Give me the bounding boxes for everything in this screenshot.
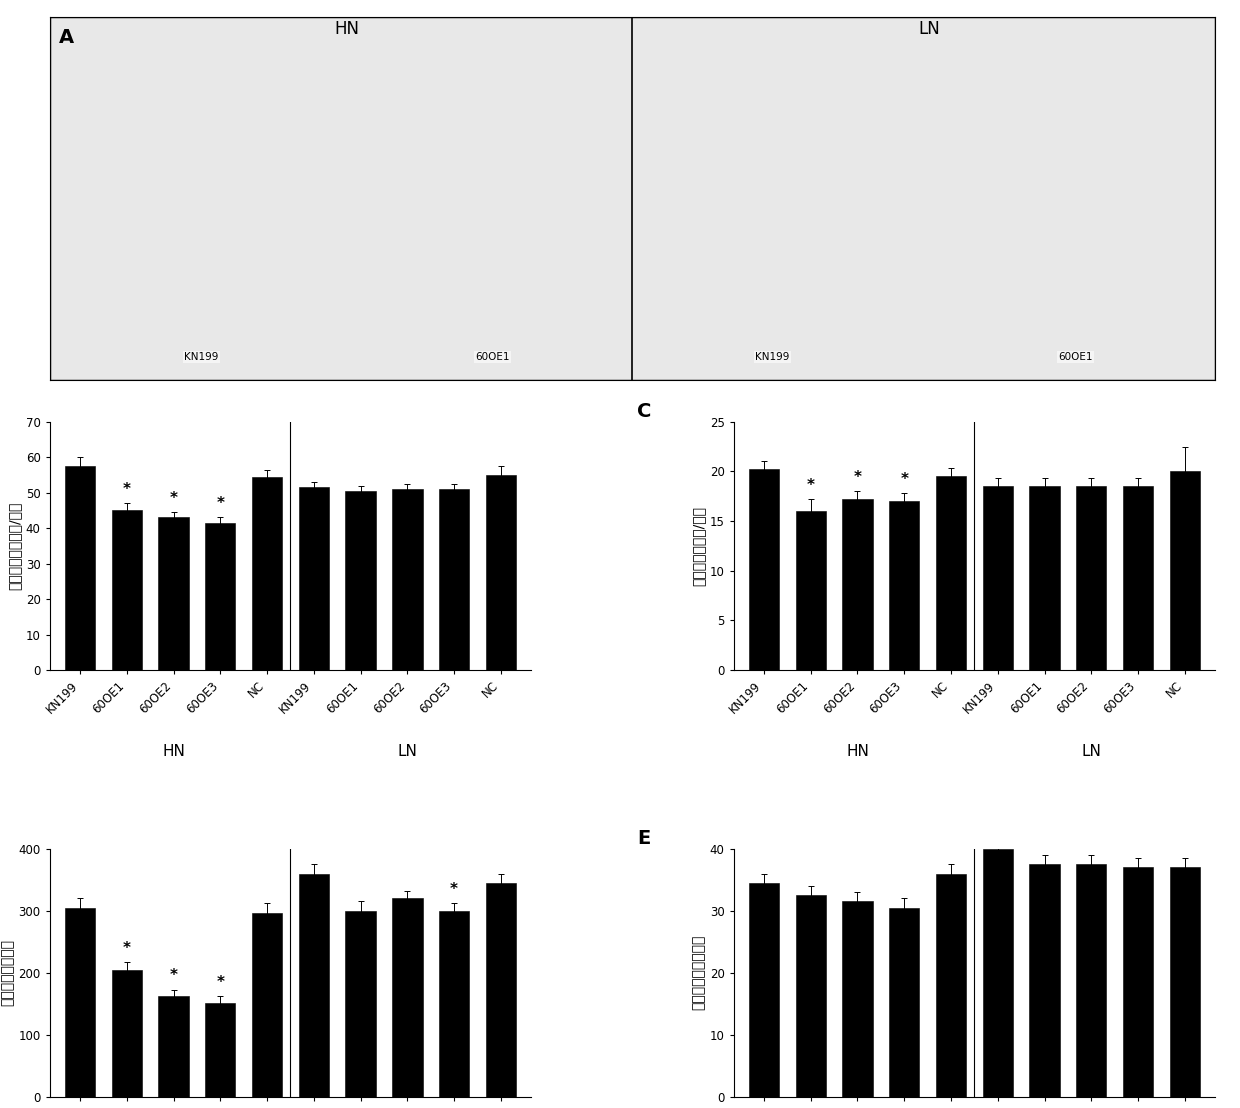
Text: *: * [123,941,130,956]
Bar [486,475,516,670]
Bar [252,913,283,1097]
Bar [205,1003,236,1097]
Bar [112,970,141,1097]
Y-axis label: 最长主根长（厘米）: 最长主根长（厘米） [692,935,706,1010]
Text: HN: HN [162,745,185,759]
Bar [1076,864,1106,1097]
Bar [749,883,779,1097]
Bar [205,523,236,670]
Bar [1029,864,1060,1097]
Text: *: * [170,491,177,506]
Text: *: * [807,478,815,493]
Bar [299,873,329,1097]
Bar [889,501,919,670]
Bar [1169,868,1200,1097]
Bar [1123,486,1153,670]
Bar [1169,471,1200,670]
Bar [346,911,376,1097]
Bar [159,996,188,1097]
Bar [936,476,966,670]
Text: *: * [216,496,224,511]
Bar [299,488,329,670]
Bar [796,511,826,670]
Bar [439,489,469,670]
Y-axis label: 根系干重（毫克/株）: 根系干重（毫克/株） [692,506,706,586]
Bar [346,491,376,670]
Bar [1123,868,1153,1097]
Bar [64,907,95,1097]
Text: *: * [216,975,224,991]
Bar [159,517,188,670]
Bar [112,511,141,670]
Bar [889,907,919,1097]
Text: *: * [900,472,908,488]
Text: KN199: KN199 [755,352,790,362]
Bar [252,476,283,670]
Text: C: C [637,402,651,421]
Text: LN: LN [1081,745,1101,759]
Text: HN: HN [846,745,869,759]
Bar [1076,486,1106,670]
Bar [392,489,423,670]
Text: LN: LN [919,20,940,39]
Bar [842,902,873,1097]
Text: *: * [853,470,862,485]
Bar [842,500,873,670]
Text: KN199: KN199 [184,352,218,362]
Bar [439,911,469,1097]
Bar [392,899,423,1097]
Text: LN: LN [397,745,418,759]
Text: *: * [450,882,458,897]
Text: 60OE1: 60OE1 [1058,352,1092,362]
Text: E: E [637,829,651,848]
Text: HN: HN [335,20,360,39]
Bar [982,486,1013,670]
Bar [1029,486,1060,670]
Bar [486,883,516,1097]
Bar [796,895,826,1097]
Bar [982,849,1013,1097]
Bar [64,466,95,670]
Text: *: * [123,482,130,497]
Text: 60OE1: 60OE1 [475,352,510,362]
Y-axis label: 地上部干重（毫克/株）: 地上部干重（毫克/株） [7,502,21,591]
Bar [749,470,779,670]
Bar [936,873,966,1097]
Text: *: * [170,968,177,984]
Y-axis label: 总侧根长（厘米）: 总侧根长（厘米） [0,940,14,1006]
Text: A: A [60,28,74,47]
